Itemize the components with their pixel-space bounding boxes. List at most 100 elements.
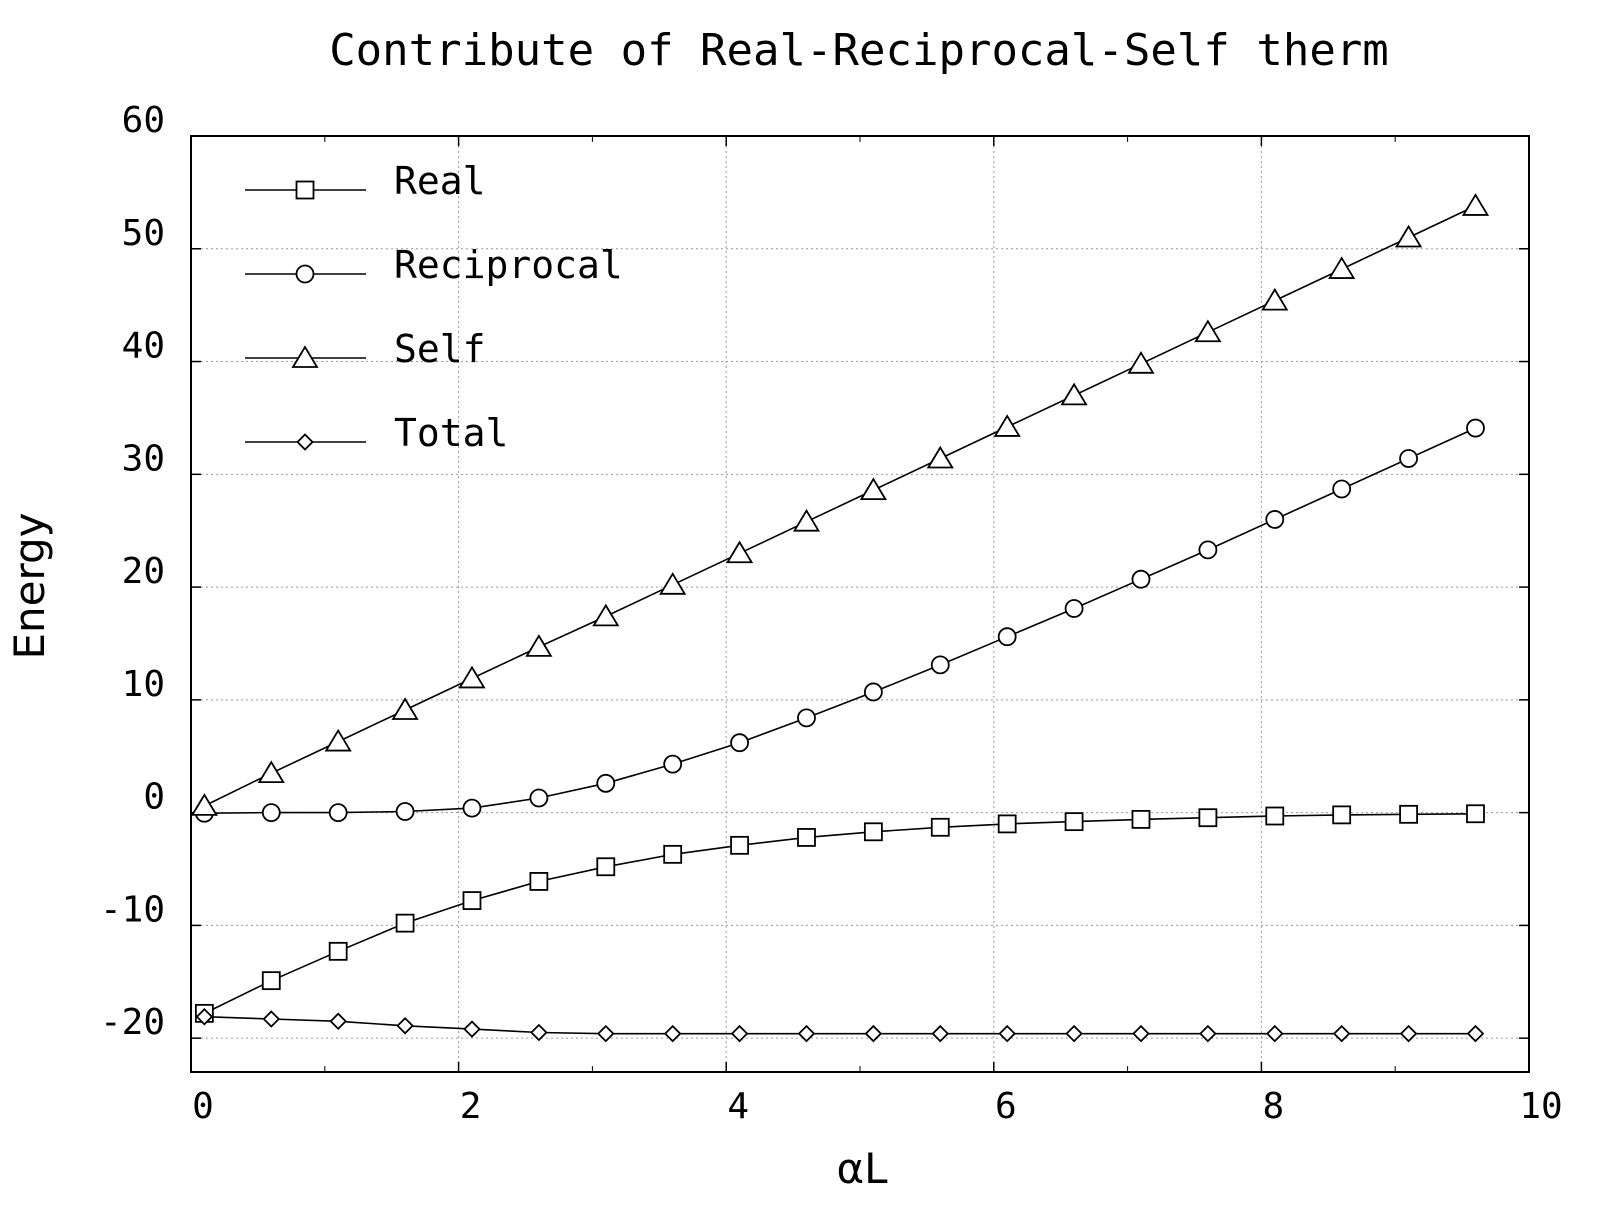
data-point-reciprocal — [328, 803, 348, 823]
data-point-total — [1065, 1024, 1083, 1043]
data-point-real — [1399, 804, 1418, 824]
series-real — [194, 804, 1485, 1023]
data-point-reciprocal — [730, 733, 749, 753]
y-tick-label: 40 — [122, 326, 165, 367]
data-point-real — [663, 844, 683, 864]
data-point-real — [930, 817, 950, 837]
y-tick-label: 60 — [122, 100, 165, 141]
y-axis-label: Energy — [5, 512, 54, 659]
data-point-total — [1399, 1024, 1418, 1043]
data-point-real — [1064, 812, 1084, 832]
legend-item-real: Real — [245, 159, 486, 203]
series-line-reciprocal — [204, 427, 1476, 814]
data-point-reciprocal — [797, 708, 816, 728]
y-tick-label: -20 — [100, 1002, 165, 1043]
grid-layer — [191, 136, 1529, 1072]
data-point-real — [997, 814, 1017, 834]
data-point-self — [792, 508, 821, 532]
data-point-self — [1461, 193, 1490, 216]
data-point-reciprocal — [395, 802, 415, 821]
data-point-total — [1466, 1024, 1485, 1043]
data-point-self — [859, 477, 887, 501]
data-point-self — [1127, 351, 1155, 374]
legend-label-real: Real — [394, 159, 486, 203]
data-point-self — [993, 414, 1021, 437]
chart-title: Contribute of Real-Reciprocal-Self therm — [329, 25, 1389, 76]
data-point-real — [529, 872, 549, 891]
data-point-total — [1199, 1024, 1217, 1043]
series-reciprocal — [194, 418, 1485, 823]
y-tick-label: 30 — [122, 438, 165, 479]
legend-marker-self — [291, 345, 319, 368]
legend-marker-reciprocal — [295, 264, 315, 284]
data-point-total — [864, 1024, 883, 1043]
data-point-reciprocal — [997, 627, 1017, 647]
data-point-total — [195, 1007, 214, 1026]
data-point-total — [797, 1024, 816, 1043]
data-point-total — [730, 1024, 749, 1043]
data-point-real — [1198, 808, 1218, 828]
x-tick-label: 10 — [1519, 1086, 1562, 1127]
data-point-reciprocal — [1198, 540, 1218, 560]
data-point-real — [462, 891, 482, 910]
data-point-total — [1266, 1024, 1284, 1043]
data-point-self — [725, 540, 754, 564]
data-point-total — [329, 1012, 347, 1031]
data-point-self — [1060, 382, 1088, 406]
x-tick-label: 6 — [995, 1086, 1017, 1127]
legend-label-self: Self — [394, 327, 486, 371]
series-line-real — [204, 813, 1476, 1015]
data-point-real — [395, 913, 415, 933]
data-point-reciprocal — [1466, 418, 1485, 438]
x-tick-label: 0 — [192, 1086, 214, 1127]
data-point-reciprocal — [462, 798, 482, 818]
data-point-total — [998, 1024, 1016, 1043]
data-point-self — [592, 603, 620, 627]
axis-layer: 0 2 4 6 8 10 60 50 40 30 20 10 0 -10 -20 — [100, 100, 1563, 1127]
x-axis-label: αL — [836, 1144, 888, 1193]
data-point-reciprocal — [1265, 510, 1285, 529]
series-line-total — [204, 1015, 1476, 1035]
data-point-self — [926, 445, 954, 469]
legend-marker-real — [295, 180, 315, 200]
data-point-reciprocal — [1332, 479, 1352, 499]
data-point-total — [597, 1024, 615, 1043]
data-point-total — [1332, 1024, 1351, 1043]
legend-layer: Real Reciprocal Self Total — [245, 159, 623, 455]
series-self — [190, 193, 1490, 816]
plot-frame — [190, 135, 1530, 1073]
data-point-self — [659, 572, 687, 595]
data-point-reciprocal — [930, 655, 950, 675]
data-point-self — [190, 793, 218, 816]
data-point-real — [261, 971, 281, 991]
y-tick-label: 0 — [143, 777, 165, 818]
data-point-reciprocal — [1131, 569, 1151, 589]
legend-item-reciprocal: Reciprocal — [245, 243, 623, 287]
data-point-self — [525, 634, 553, 657]
data-point-reciprocal — [1064, 599, 1084, 618]
x-tick-label: 2 — [460, 1086, 482, 1127]
data-point-real — [797, 828, 816, 847]
legend-item-total: Total — [245, 411, 508, 455]
data-point-total — [530, 1023, 548, 1042]
data-point-reciprocal — [596, 773, 616, 793]
data-point-reciprocal — [261, 803, 281, 823]
data-point-real — [596, 857, 616, 877]
legend-label-reciprocal: Reciprocal — [394, 243, 623, 287]
data-point-real — [1466, 804, 1485, 824]
data-point-reciprocal — [663, 754, 683, 774]
data-point-self — [257, 760, 285, 784]
data-point-self — [1394, 224, 1423, 248]
y-tick-label: -10 — [100, 889, 165, 930]
data-point-real — [1332, 805, 1352, 825]
data-point-total — [463, 1020, 481, 1038]
y-tick-label: 10 — [122, 664, 165, 705]
data-point-self — [458, 665, 486, 689]
data-point-reciprocal — [529, 788, 549, 808]
data-point-real — [863, 822, 883, 842]
data-point-reciprocal — [1399, 449, 1418, 468]
data-point-self — [391, 697, 419, 720]
